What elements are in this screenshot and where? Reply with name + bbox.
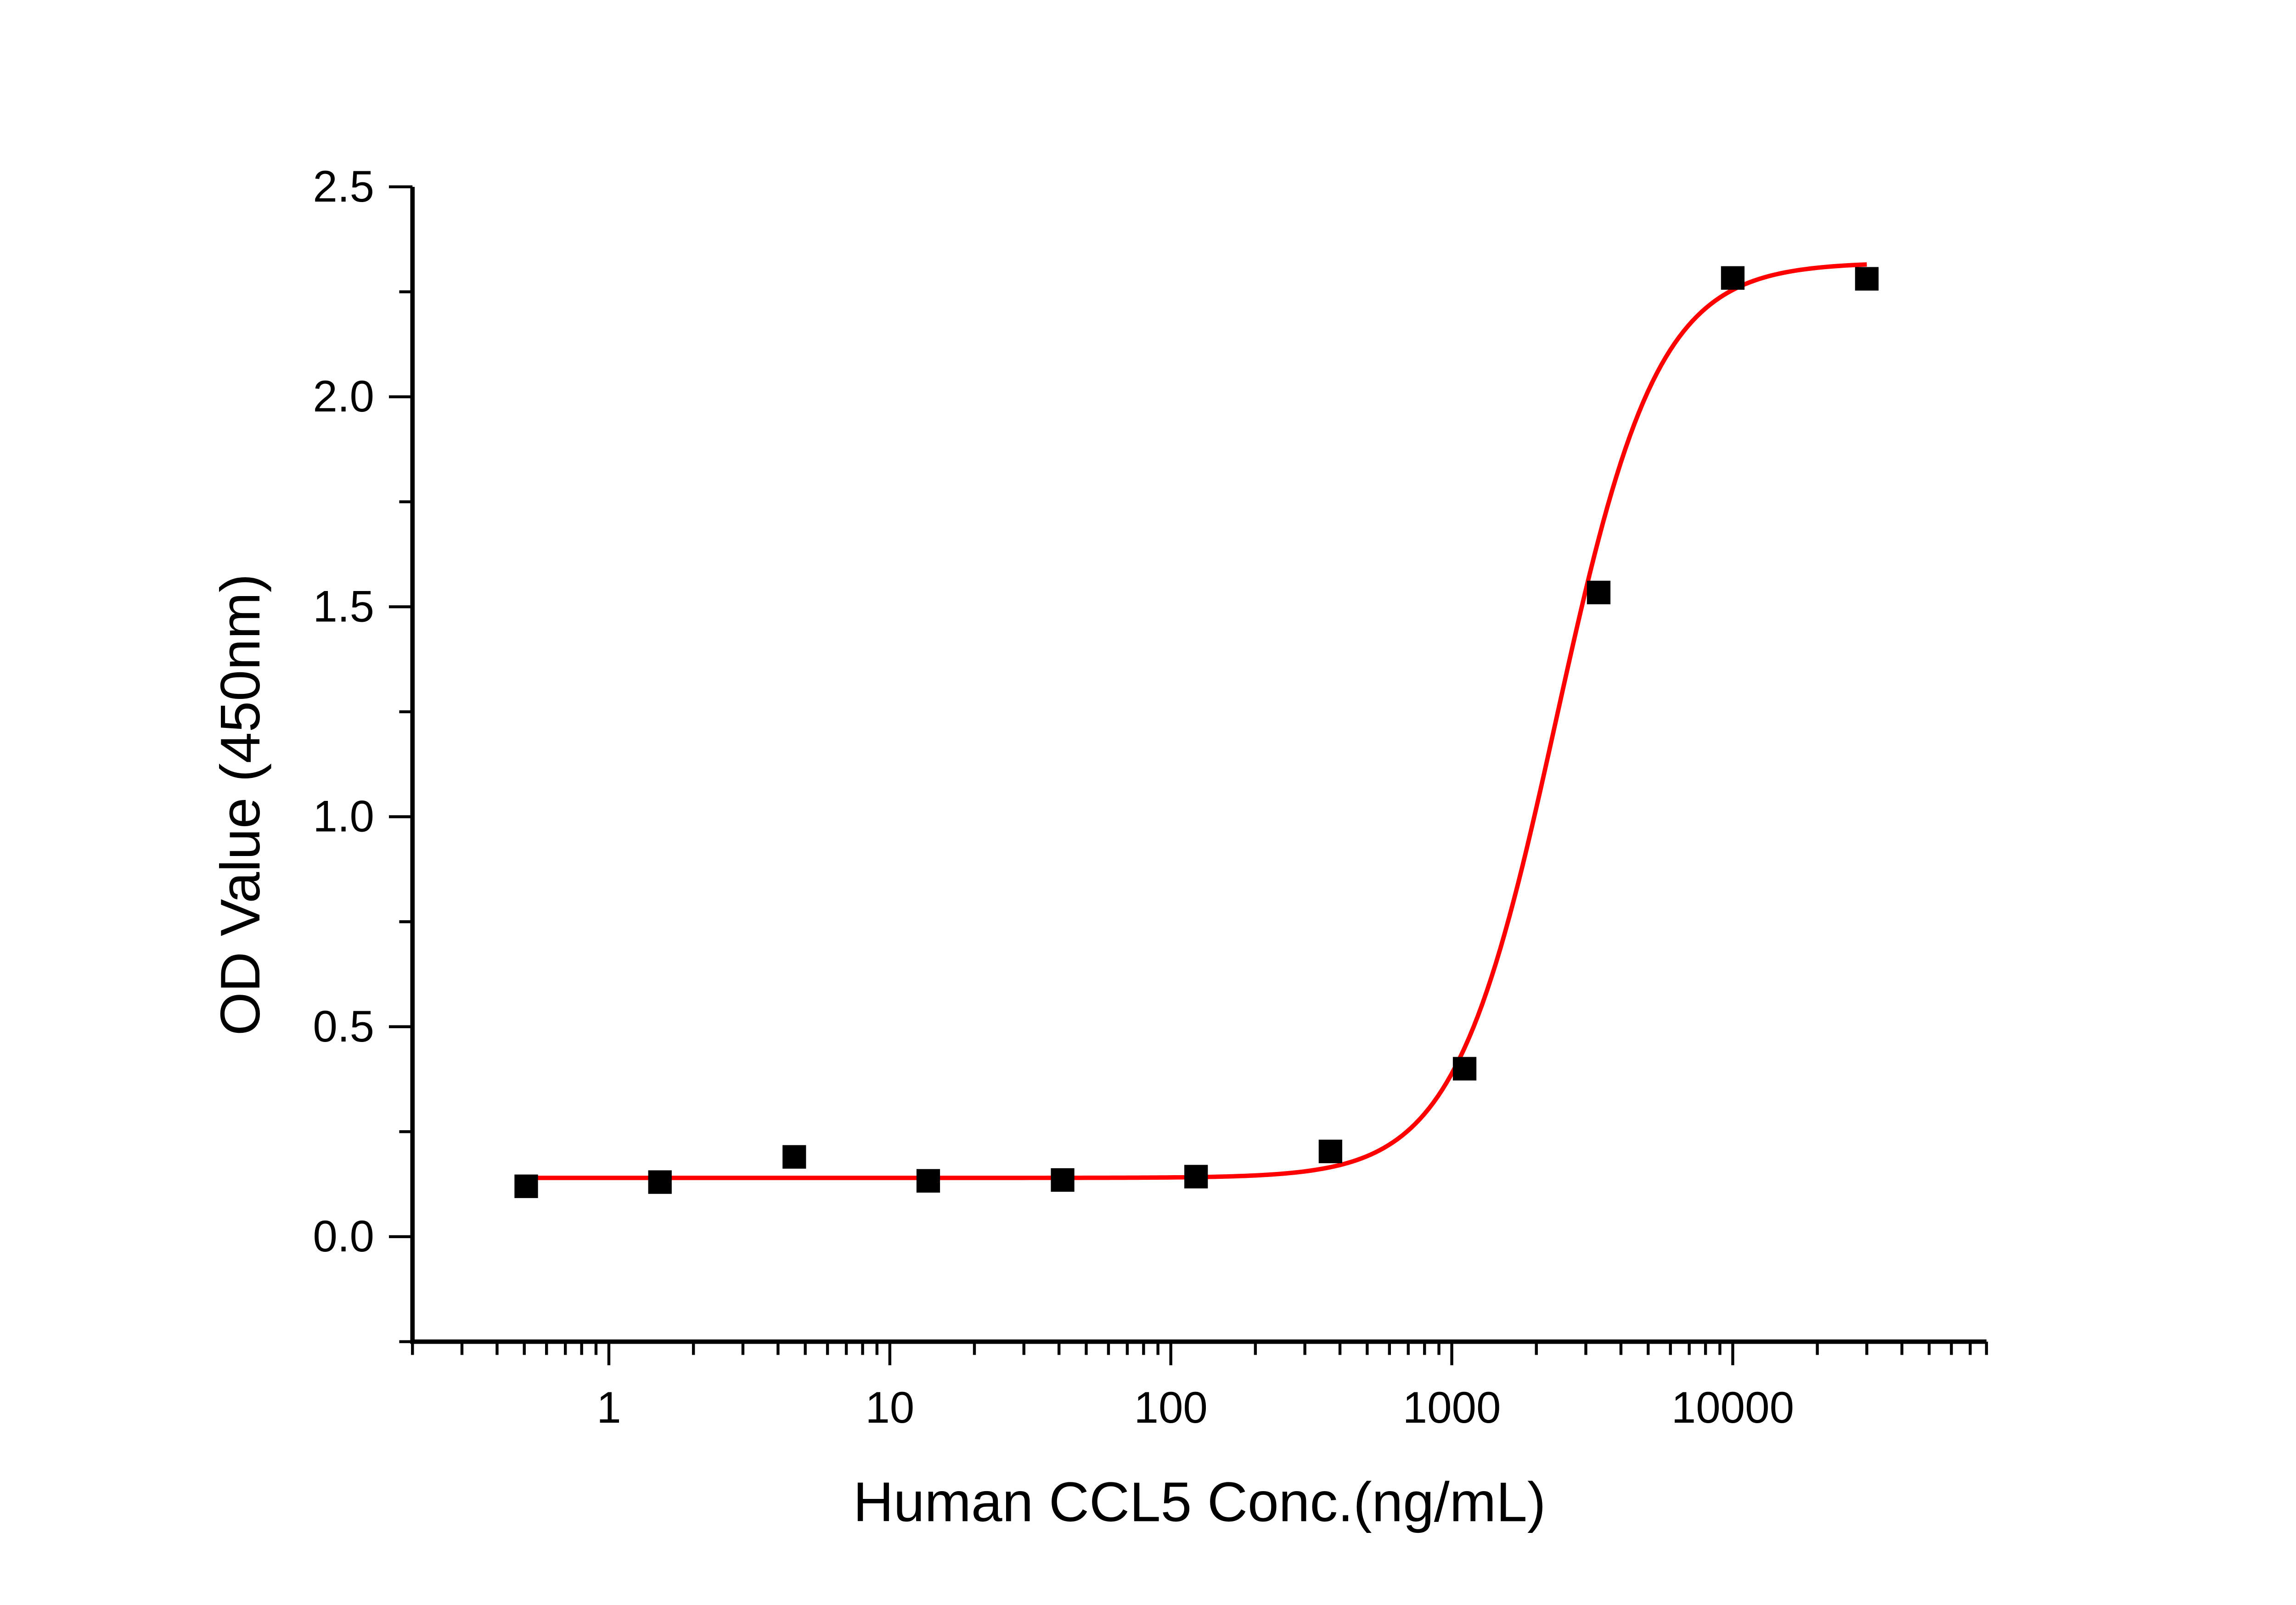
x-tick-label: 10 [865, 1383, 914, 1432]
ticks: 0.0 0.5 1.0 1.5 2.0 2.5 1 10 100 1000 10000 [313, 162, 1988, 1432]
data-point [648, 1170, 672, 1194]
y-axis-label: OD Value (450nm) [209, 574, 271, 1036]
data-point [1184, 1165, 1208, 1188]
x-axis-label: Human CCL5 Conc.(ng/mL) [853, 1470, 1546, 1533]
data-point [1587, 580, 1611, 604]
data-point [1721, 266, 1745, 290]
y-tick-label: 2.0 [313, 372, 374, 421]
axes [410, 186, 1986, 1344]
y-tick-label: 0.5 [313, 1002, 374, 1051]
x-tick-label: 100 [1134, 1383, 1208, 1432]
data-point [1452, 1057, 1477, 1081]
y-tick-label: 1.0 [313, 792, 374, 841]
x-tick-label: 1000 [1403, 1383, 1501, 1432]
data-point [514, 1174, 538, 1198]
fit-curve-group [526, 262, 1867, 1180]
y-tick-label: 1.5 [313, 582, 374, 631]
data-point [782, 1145, 806, 1169]
data-points [514, 266, 1879, 1198]
data-point [1051, 1168, 1075, 1192]
y-tick-label: 0.0 [313, 1212, 374, 1261]
data-point [916, 1169, 940, 1193]
x-tick-label: 1 [597, 1383, 621, 1432]
y-tick-label: 2.5 [313, 162, 374, 211]
x-tick-label: 10000 [1671, 1383, 1794, 1432]
data-point [1318, 1139, 1342, 1163]
data-point [1855, 267, 1879, 291]
fit-curve [526, 262, 1867, 1180]
